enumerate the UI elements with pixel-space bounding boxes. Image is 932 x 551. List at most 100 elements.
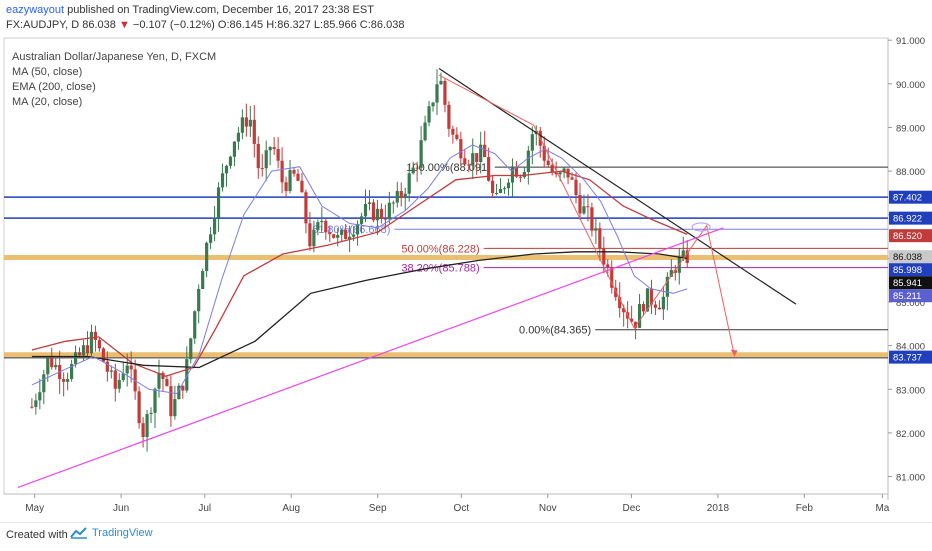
- candle-body: [685, 250, 689, 263]
- y-tick-label: 89.000: [896, 123, 925, 134]
- x-tick-label: May: [25, 503, 44, 514]
- candle-body: [618, 297, 622, 309]
- candle-body: [185, 359, 189, 391]
- candle-body: [661, 296, 665, 310]
- candle-body: [212, 217, 217, 235]
- price-chart[interactable]: 91.00090.00089.00088.00087.00086.00085.0…: [0, 34, 932, 522]
- price-label-bg: [889, 250, 932, 264]
- candle-body: [189, 338, 193, 360]
- candle-body: [487, 157, 491, 181]
- candle-body: [554, 172, 558, 175]
- candle-body: [272, 147, 276, 150]
- candle-body: [606, 264, 610, 268]
- candle-body: [498, 188, 503, 194]
- candle-body: [586, 206, 590, 208]
- candle-body: [165, 378, 169, 387]
- candle-body: [332, 234, 336, 238]
- candle-body: [70, 364, 74, 380]
- candle-body: [475, 153, 479, 162]
- fib-label: 61.80%(86.668): [312, 224, 390, 236]
- candle-body: [81, 345, 86, 356]
- candle-body: [276, 149, 280, 161]
- candle-body: [209, 234, 213, 243]
- candle-body: [494, 193, 499, 195]
- candle-body: [101, 348, 105, 362]
- y-tick-label: 84.000: [896, 342, 925, 353]
- candle-body: [681, 250, 685, 258]
- tradingview-brand[interactable]: TradingView: [70, 527, 153, 539]
- y-tick-label: 82.000: [896, 429, 925, 440]
- published-text: published on TradingView.com, December 1…: [67, 4, 374, 16]
- candle-body: [54, 364, 58, 368]
- tradingview-brand-label: TradingView: [92, 527, 153, 539]
- candle-body: [447, 104, 451, 129]
- candle-body: [415, 167, 419, 169]
- candle-body: [284, 182, 288, 191]
- candle-body: [157, 372, 161, 389]
- candle-body: [137, 391, 141, 424]
- candle-body: [637, 304, 642, 328]
- candle-body: [407, 173, 411, 194]
- convergence-marker: [691, 222, 711, 232]
- candle-body: [471, 153, 475, 166]
- candle-body: [312, 229, 316, 247]
- candle-body: [177, 385, 181, 400]
- ma50-line: [31, 170, 688, 377]
- candle-body: [673, 269, 677, 273]
- candle-body: [558, 172, 562, 175]
- price-label: 86.922: [893, 214, 922, 225]
- candle-body: [578, 194, 582, 214]
- legend-ema200[interactable]: EMA (200, close): [12, 81, 96, 93]
- candle-body: [419, 140, 423, 168]
- candle-body: [42, 374, 46, 393]
- candle-body: [324, 220, 328, 233]
- candle-body: [546, 160, 550, 166]
- ma20-line: [31, 144, 688, 395]
- candle-body: [669, 269, 673, 277]
- candle-body: [77, 352, 82, 356]
- candle-body: [598, 228, 602, 249]
- candle-body: [542, 145, 546, 161]
- candle-body: [149, 412, 153, 415]
- candle-body: [463, 158, 467, 165]
- descending-trendline: [438, 68, 797, 305]
- x-tick-label: Dec: [623, 503, 641, 514]
- candle-body: [399, 191, 403, 198]
- candle-body: [645, 288, 650, 312]
- legend-ma50[interactable]: MA (50, close): [12, 66, 83, 78]
- legend-ma20[interactable]: MA (20, close): [12, 96, 83, 108]
- candle-body: [387, 202, 391, 220]
- candle-body: [66, 379, 70, 382]
- candle-body: [355, 223, 360, 235]
- candle-body: [590, 207, 594, 231]
- ohlc-values: O:86.145 H:86.327 L:85.966 C:86.038: [217, 19, 405, 31]
- fib-label: 38.20%(85.788): [401, 263, 479, 275]
- candle-body: [574, 179, 578, 195]
- candle-body: [340, 229, 344, 235]
- candle-body: [348, 236, 352, 240]
- candle-body: [383, 218, 387, 220]
- candle-body: [423, 122, 427, 141]
- symbol-name: FX:AUDJPY, D: [6, 19, 80, 31]
- candle-body: [220, 173, 225, 188]
- candle-body: [514, 166, 519, 177]
- candle-body: [30, 406, 34, 408]
- candle-body: [97, 340, 102, 349]
- candle-body: [411, 167, 415, 174]
- price-label: 87.402: [893, 193, 922, 204]
- candle-body: [479, 144, 483, 162]
- chart-legend: Australian Dollar/Japanese Yen, D, FXCM …: [12, 50, 216, 110]
- candle-body: [459, 139, 463, 159]
- tradingview-logo-icon: [70, 527, 87, 539]
- candle-body: [169, 386, 173, 417]
- candle-body: [181, 385, 185, 391]
- candle-body: [224, 165, 229, 174]
- candle-body: [268, 147, 272, 151]
- price-label-bg: [889, 350, 932, 364]
- fib-label: 0.00%(84.365): [519, 325, 591, 337]
- candle-body: [649, 288, 654, 305]
- y-tick-label: 81.000: [896, 473, 925, 484]
- author-link[interactable]: eazywayout: [6, 4, 65, 16]
- candle-body: [336, 234, 340, 238]
- candle-body: [308, 223, 312, 247]
